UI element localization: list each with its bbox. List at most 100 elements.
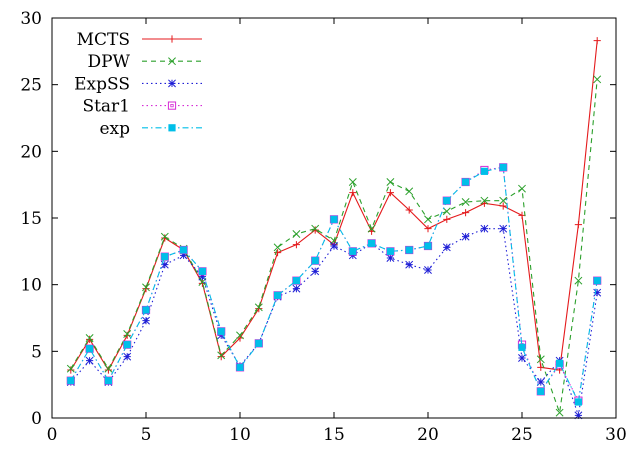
series-ExpSS <box>66 224 602 420</box>
x-tick-label: 20 <box>417 425 439 445</box>
data-point-ExpSS <box>386 254 395 262</box>
data-point-exp <box>217 327 225 335</box>
data-point-ExpSS <box>198 272 207 281</box>
legend-item-exp: exp <box>99 119 202 139</box>
y-tick-label: 0 <box>31 409 42 429</box>
data-point-exp <box>499 163 507 171</box>
data-point-exp <box>556 359 564 367</box>
data-point-DPW <box>292 230 301 238</box>
data-point-ExpSS <box>311 267 320 276</box>
data-point-exp <box>462 178 470 186</box>
legend-label: MCTS <box>77 30 130 50</box>
data-point-DPW <box>386 178 395 186</box>
data-point-MCTS <box>386 189 394 197</box>
y-tick-label: 15 <box>20 209 42 229</box>
x-tick-label: 10 <box>229 425 251 445</box>
x-tick-label: 30 <box>605 425 627 445</box>
data-point-ExpSS <box>499 224 508 233</box>
data-point-ExpSS <box>461 232 470 241</box>
x-tick-label: 15 <box>323 425 345 445</box>
data-point-ExpSS <box>536 378 545 386</box>
legend-label: Star1 <box>82 97 130 117</box>
data-point-MCTS <box>311 226 319 234</box>
data-point-ExpSS <box>405 260 414 269</box>
legend-marker-Star1 <box>167 101 177 110</box>
data-point-DPW <box>405 187 414 196</box>
data-point-MCTS <box>349 189 357 197</box>
axis-layer: 0 5 10 15 20 25 30 0 5 10 15 20 25 30 <box>20 9 626 445</box>
data-point-exp <box>593 277 601 285</box>
legend-item-ExpSS: ExpSS <box>74 74 202 94</box>
data-point-ExpSS <box>292 284 301 293</box>
legend-marker-exp <box>168 124 176 132</box>
data-point-exp <box>123 341 131 349</box>
data-point-MCTS <box>217 353 225 361</box>
data-point-DPW <box>555 408 564 417</box>
data-point-exp <box>424 242 432 250</box>
data-point-DPW <box>442 207 451 216</box>
data-point-exp <box>574 398 582 406</box>
data-point-exp <box>518 343 526 351</box>
legend-label: DPW <box>87 52 130 72</box>
data-point-exp <box>274 291 282 299</box>
data-point-DPW <box>254 303 263 312</box>
data-point-exp <box>180 246 188 254</box>
series-MCTS <box>67 37 601 374</box>
data-point-DPW <box>273 243 282 252</box>
data-point-exp <box>386 247 394 255</box>
data-point-DPW <box>518 184 526 193</box>
data-point-exp <box>537 387 545 395</box>
data-point-DPW <box>499 196 508 205</box>
data-point-DPW <box>104 364 113 373</box>
data-point-MCTS <box>86 335 94 343</box>
data-point-ExpSS <box>330 242 338 250</box>
y-tick-label: 20 <box>20 142 42 162</box>
data-point-exp <box>368 239 376 247</box>
data-point-exp <box>480 167 488 175</box>
x-tick-label: 5 <box>141 425 152 445</box>
y-tick-label: 10 <box>20 276 42 296</box>
data-point-exp <box>161 253 169 261</box>
data-point-DPW <box>66 364 75 373</box>
series-line-MCTS <box>70 40 598 372</box>
legend-item-Star1: Star1 <box>82 97 202 117</box>
data-point-exp <box>198 267 206 275</box>
data-point-DPW <box>142 283 150 292</box>
data-point-MCTS <box>574 221 582 229</box>
series-line-ExpSS <box>70 228 598 416</box>
data-point-exp <box>142 306 150 314</box>
data-point-exp <box>292 277 300 285</box>
data-point-DPW <box>348 178 357 186</box>
data-point-exp <box>311 257 319 265</box>
data-point-MCTS <box>443 215 451 223</box>
data-point-ExpSS <box>179 251 188 260</box>
data-point-ExpSS <box>480 224 489 233</box>
data-point-ExpSS <box>424 266 432 274</box>
y-tick-label: 5 <box>31 342 42 362</box>
data-point-ExpSS <box>160 260 169 269</box>
data-point-exp <box>236 363 244 371</box>
legend-marker-ExpSS <box>168 79 176 88</box>
data-point-DPW <box>574 276 583 285</box>
data-point-DPW <box>461 198 470 206</box>
x-tick-label: 0 <box>47 425 58 445</box>
data-point-MCTS <box>67 366 75 374</box>
y-tick-label: 30 <box>20 9 42 29</box>
data-point-exp <box>104 377 112 385</box>
legend-label: exp <box>99 119 130 139</box>
data-point-exp <box>67 377 75 385</box>
data-point-exp <box>330 215 338 223</box>
data-point-DPW <box>311 224 320 233</box>
data-point-MCTS <box>462 209 470 217</box>
data-point-exp <box>405 246 413 254</box>
data-point-ExpSS <box>85 356 94 365</box>
data-point-DPW <box>424 215 432 224</box>
x-tick-label: 25 <box>511 425 533 445</box>
data-point-MCTS <box>104 366 112 374</box>
legend-marker-DPW <box>168 57 176 66</box>
data-point-ExpSS <box>574 411 583 420</box>
data-point-DPW <box>480 196 489 205</box>
legend-label: ExpSS <box>74 74 130 94</box>
